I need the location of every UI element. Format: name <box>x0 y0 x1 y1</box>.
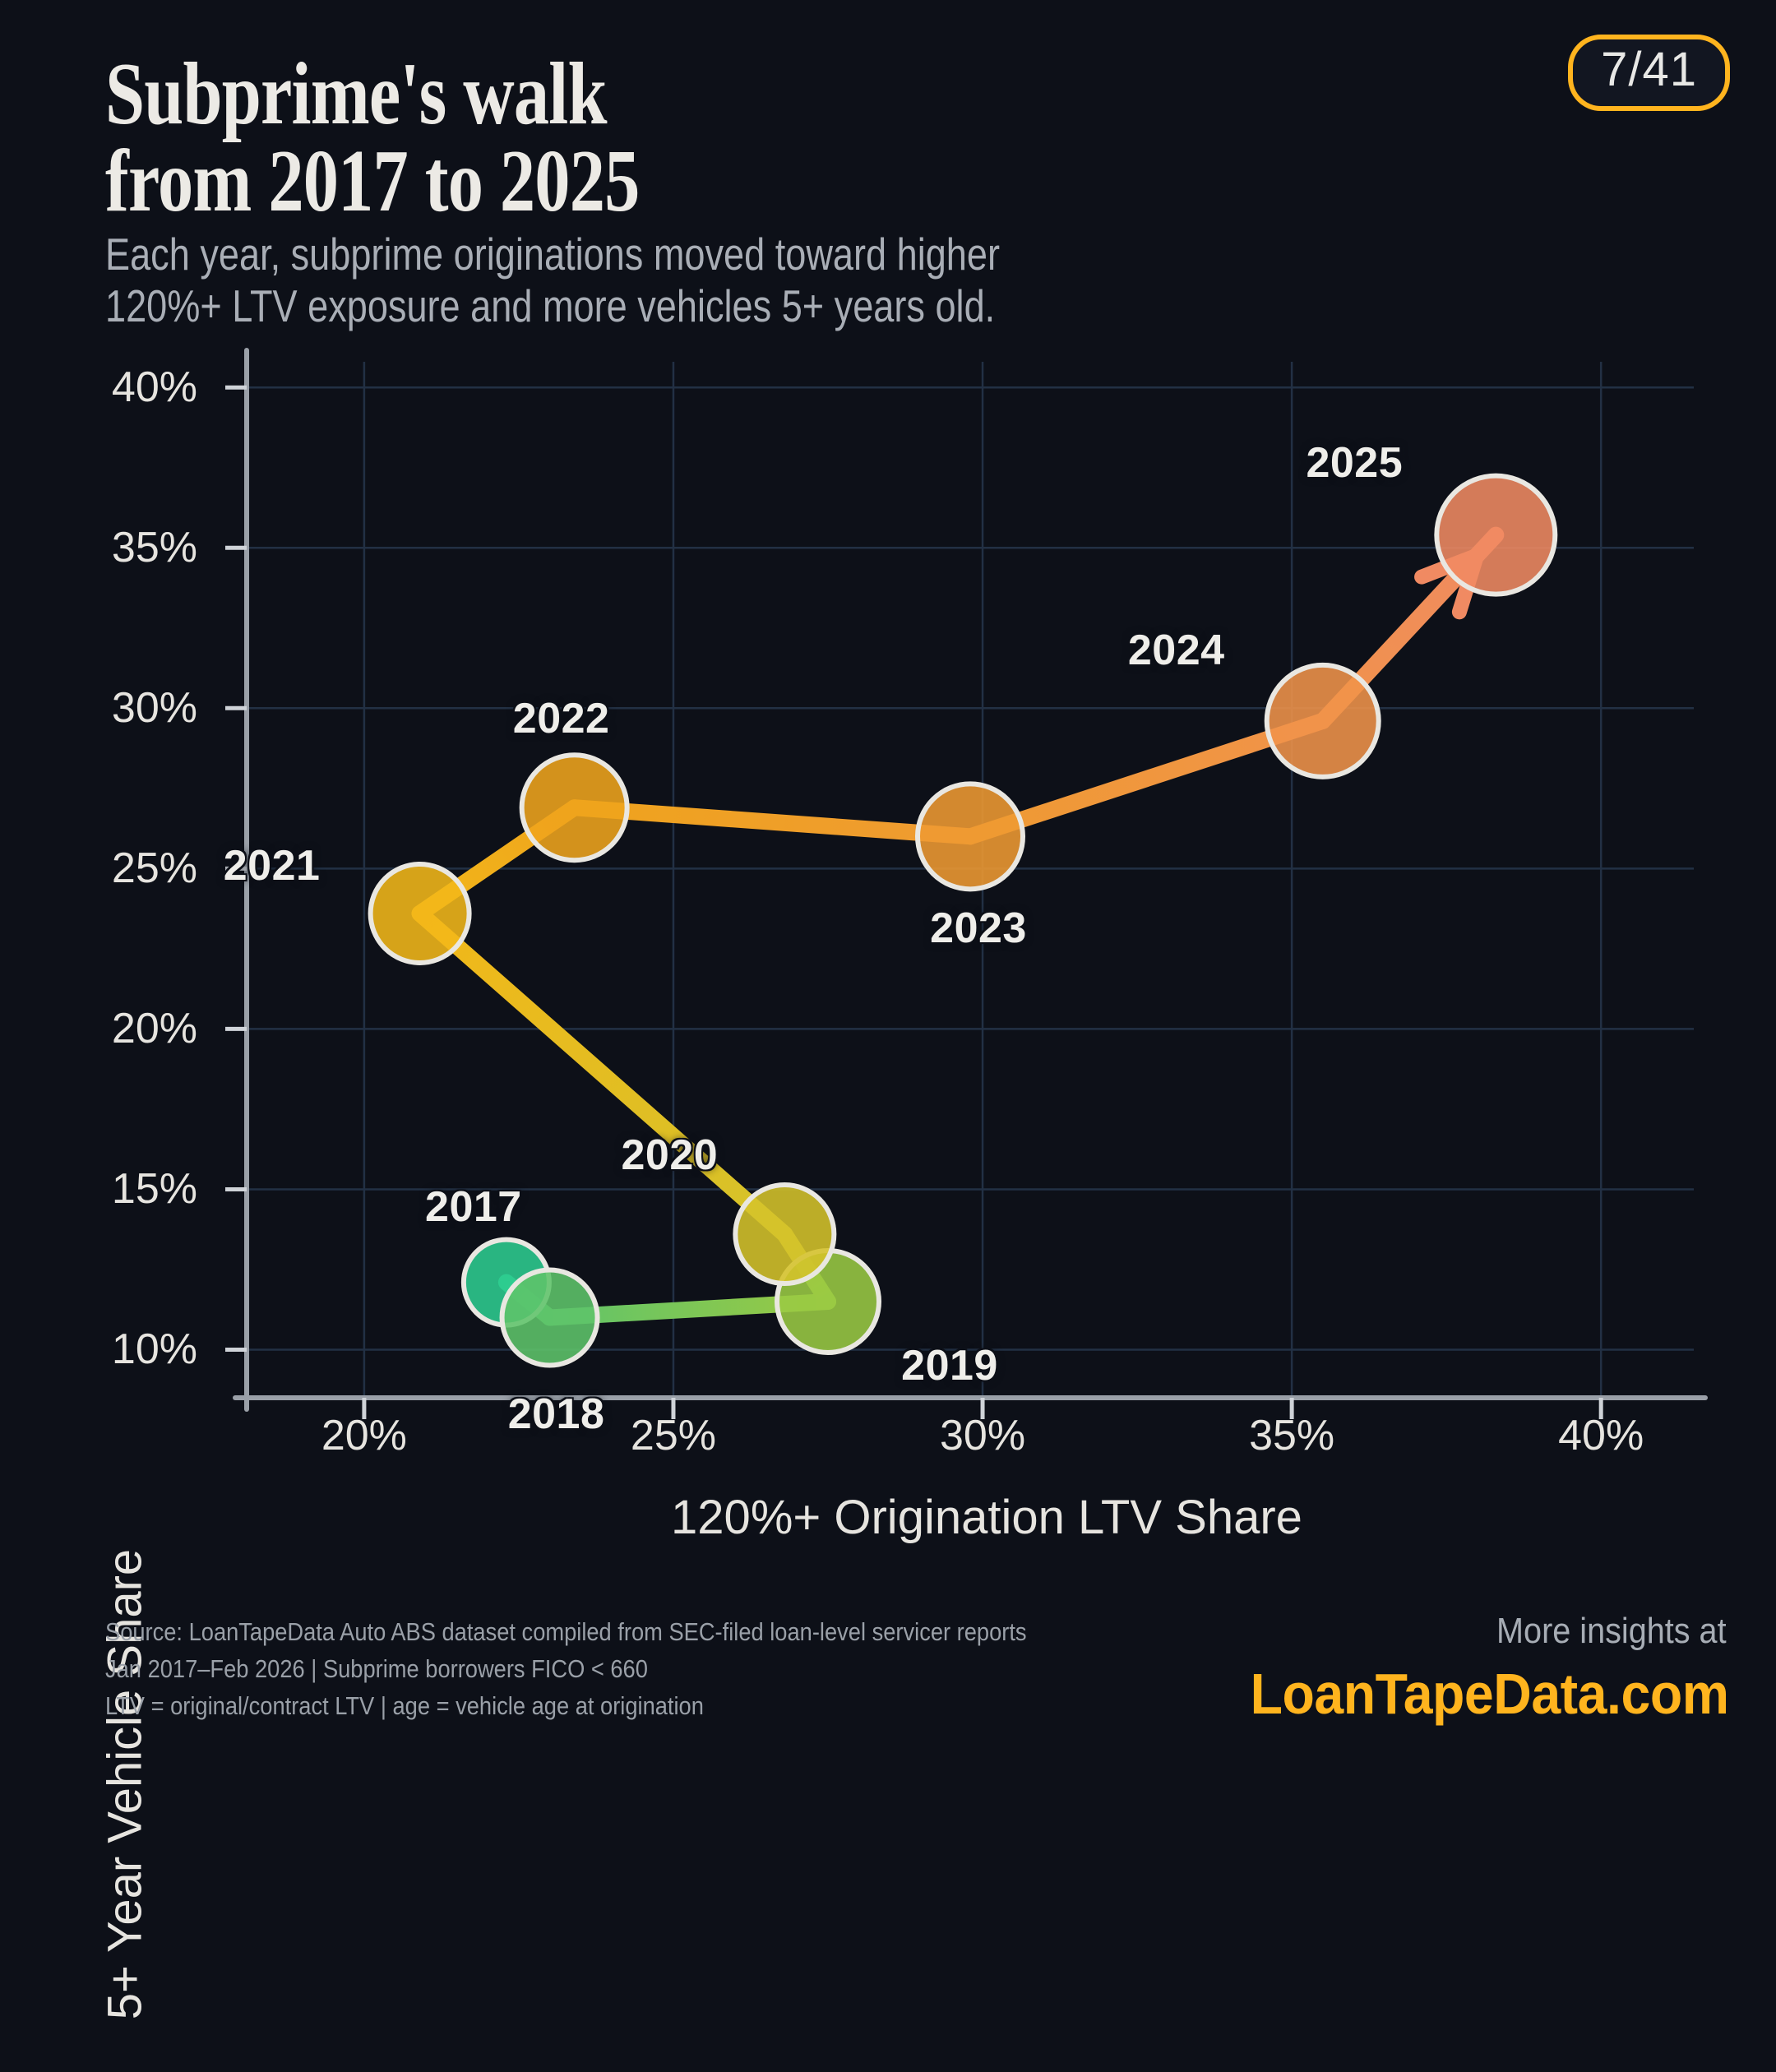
data-point-2025[interactable] <box>1434 473 1558 597</box>
footer-source-note: Source: LoanTapeData Auto ABS dataset co… <box>105 1617 1027 1720</box>
point-label-2025: 2025 <box>1306 438 1404 487</box>
scatter-chart <box>225 348 1708 1419</box>
data-point-2021[interactable] <box>368 861 472 965</box>
y-axis-tick-label: 25% <box>111 844 197 893</box>
more-insights-label: More insights at <box>1496 1611 1727 1651</box>
point-label-2019: 2019 <box>901 1341 998 1390</box>
y-axis-tick-label: 10% <box>111 1325 197 1374</box>
x-axis-tick-label: 40% <box>1558 1412 1644 1459</box>
data-point-2018[interactable] <box>499 1267 600 1368</box>
y-axis-tick-label: 40% <box>111 363 197 412</box>
page-title: Subprime's walk from 2017 to 2025 <box>105 45 640 230</box>
brand-url[interactable]: LoanTapeData.com <box>1250 1662 1728 1726</box>
chart-container: 10% 15% 20% 25% 30% 35% 40% 20% 25% 30% 35% 40% 201… <box>99 348 1708 2019</box>
point-label-2021: 2021 <box>223 841 321 890</box>
y-axis-tick-label: 15% <box>111 1165 197 1214</box>
x-axis-tick-label: 20% <box>321 1412 407 1459</box>
y-axis-tick-label: 20% <box>111 1005 197 1053</box>
y-axis-label: 5+ Year Vehicle Share <box>98 1548 152 2020</box>
data-point-2022[interactable] <box>519 752 630 863</box>
data-point-2020[interactable] <box>733 1182 837 1287</box>
y-axis-tick-label: 35% <box>111 524 197 572</box>
x-axis-tick-label: 30% <box>939 1412 1026 1459</box>
data-point-2023[interactable] <box>915 781 1025 892</box>
x-axis-tick-label: 35% <box>1249 1412 1335 1459</box>
x-axis-label: 120%+ Origination LTV Share <box>671 1491 1302 1544</box>
trend-line-segment <box>411 904 793 1243</box>
point-label-2024: 2024 <box>1127 626 1225 674</box>
point-label-2022: 2022 <box>512 695 610 743</box>
point-label-2018: 2018 <box>507 1390 605 1439</box>
page-badge: 7/41 <box>1568 35 1730 111</box>
trend-line-segment <box>962 712 1331 845</box>
y-axis-tick-label: 30% <box>111 684 197 733</box>
point-label-2020: 2020 <box>621 1131 719 1180</box>
point-label-2023: 2023 <box>930 904 1027 953</box>
data-point-2024[interactable] <box>1264 662 1381 779</box>
page-subtitle: Each year, subprime originations moved t… <box>105 229 1000 331</box>
point-label-2017: 2017 <box>425 1182 522 1231</box>
trend-line-segment <box>566 799 978 845</box>
x-axis-tick-label: 25% <box>630 1412 716 1459</box>
